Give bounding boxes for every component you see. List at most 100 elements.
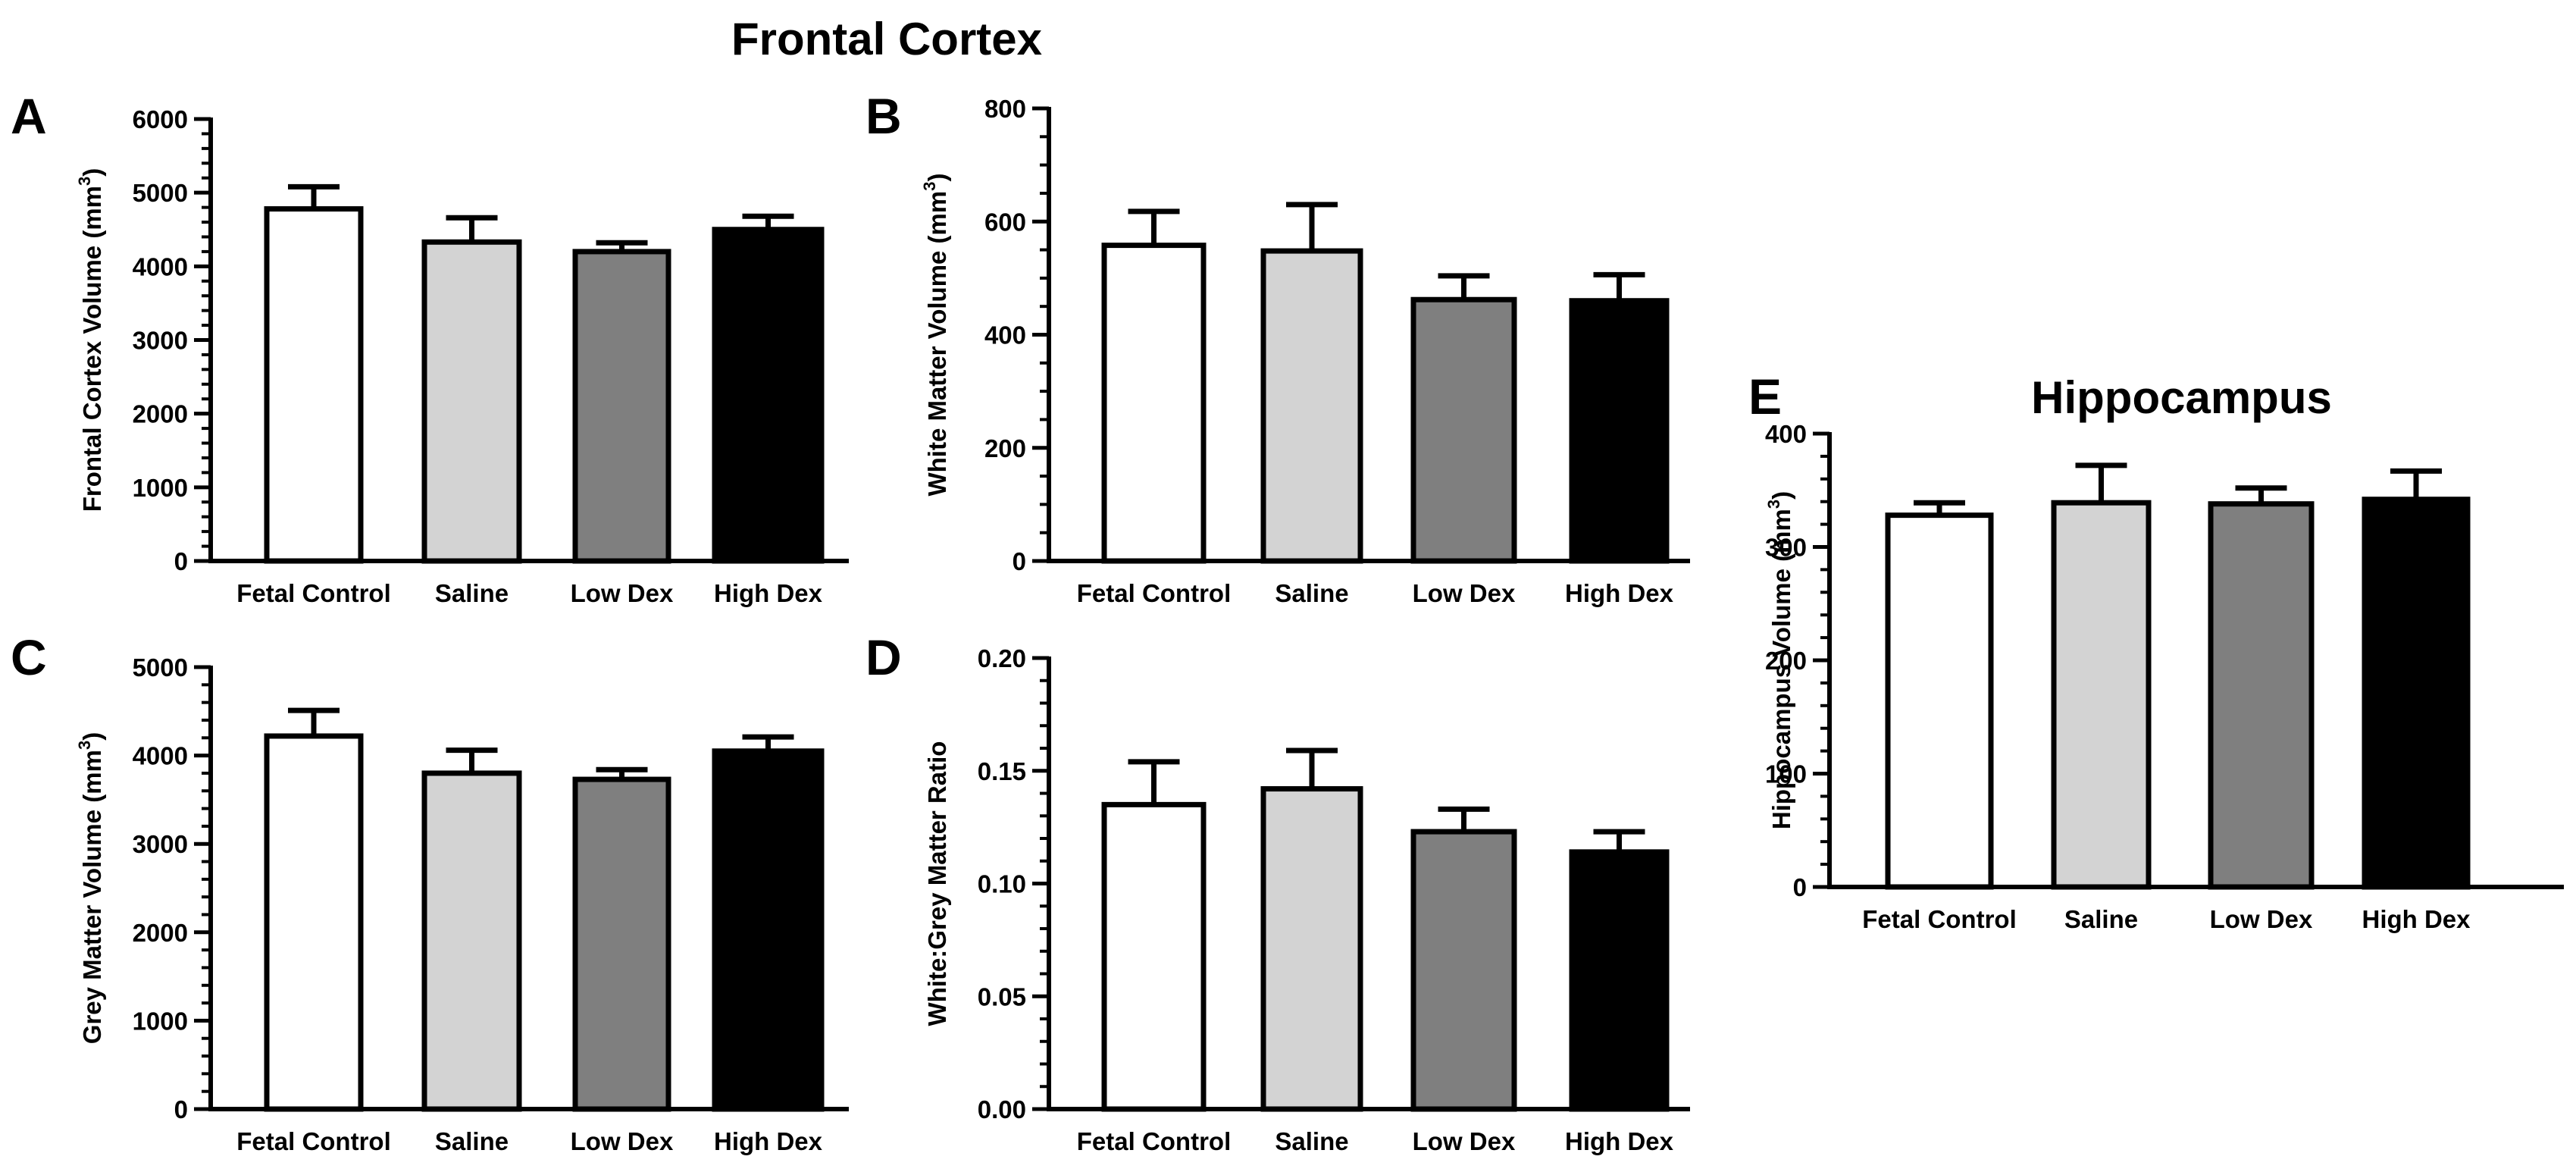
- bar-high_dex: [1569, 298, 1670, 564]
- bar-saline: [421, 770, 522, 1112]
- x-tick-label: Fetal Control: [1077, 1127, 1232, 1155]
- panel-letter-E: E: [1748, 368, 1782, 425]
- panel-C: C Fetal Control Saline Low Dex High Dex 0 1000…: [11, 629, 849, 1155]
- panel-letter-C: C: [11, 629, 47, 685]
- y-tick-label: 0.15: [978, 757, 1026, 785]
- y-axis-label: Frontal Cortex Volume (mm3): [75, 168, 106, 512]
- y-tick-label: 1000: [133, 1007, 188, 1035]
- bar-saline: [2051, 500, 2152, 890]
- x-tick-label: High Dex: [714, 579, 823, 607]
- bar-low_dex: [1410, 296, 1517, 564]
- bar-low_dex: [2208, 501, 2315, 890]
- bar-fetal_control: [264, 206, 364, 564]
- y-tick-label: 0.20: [978, 644, 1026, 672]
- x-tick-label: Fetal Control: [1077, 579, 1232, 607]
- bar-saline: [1260, 248, 1363, 564]
- x-tick-label: Saline: [435, 1127, 509, 1155]
- y-tick-label: 0.00: [978, 1095, 1026, 1123]
- x-tick-label: Saline: [1275, 579, 1348, 607]
- panel-D: D Fetal Control Saline Low Dex High Dex 0.00 0…: [865, 629, 1690, 1155]
- x-tick-label: Fetal Control: [236, 579, 391, 607]
- x-tick-label: Low Dex: [1413, 1127, 1516, 1155]
- y-tick-label: 200: [984, 434, 1026, 462]
- y-tick-label: 6000: [133, 105, 188, 133]
- bar-saline: [421, 239, 522, 564]
- y-tick-label: 3000: [133, 327, 188, 355]
- panel-B: B Fetal Control Saline Low Dex High Dex 0 200 4…: [865, 88, 1690, 607]
- y-axis-label-main: Hippocampus Volume (mm: [1767, 509, 1795, 829]
- x-tick-label: Low Dex: [571, 579, 674, 607]
- x-tick-label: Saline: [1275, 1127, 1348, 1155]
- y-axis-label-sup: 3: [1764, 500, 1783, 509]
- x-tick-label: Fetal Control: [236, 1127, 391, 1155]
- y-axis-label-end: ): [923, 173, 951, 181]
- y-tick-label: 0: [174, 1095, 188, 1123]
- y-tick-label: 300: [1765, 534, 1807, 562]
- y-tick-label: 100: [1765, 760, 1807, 788]
- y-axis-label-main: White:Grey Matter Ratio: [923, 741, 951, 1026]
- panel-letter-D: D: [865, 629, 902, 685]
- bar-saline: [1260, 786, 1363, 1112]
- y-tick-label: 0.10: [978, 870, 1026, 898]
- y-axis-label: White Matter Volume (mm3): [920, 173, 951, 496]
- y-axis-label: Grey Matter Volume (mm3): [75, 732, 106, 1044]
- y-tick-label: 4000: [133, 742, 188, 770]
- x-tick-label: High Dex: [2362, 905, 2471, 933]
- bar-fetal_control: [1101, 243, 1207, 564]
- bar-low_dex: [1410, 829, 1517, 1112]
- bar-high_dex: [1569, 849, 1670, 1112]
- y-tick-label: 2000: [133, 919, 188, 947]
- y-tick-label: 2000: [133, 400, 188, 428]
- y-tick-label: 200: [1765, 647, 1807, 675]
- x-tick-label: Low Dex: [571, 1127, 674, 1155]
- bar-fetal_control: [1885, 512, 1994, 890]
- y-tick-label: 0: [1013, 547, 1026, 575]
- y-axis-label-main: Grey Matter Volume (mm: [78, 750, 106, 1044]
- y-tick-label: 0: [1793, 873, 1807, 901]
- x-tick-label: Saline: [2064, 905, 2138, 933]
- y-axis-label-main: White Matter Volume (mm: [923, 191, 951, 497]
- y-tick-label: 1000: [133, 474, 188, 502]
- y-tick-label: 0: [174, 547, 188, 575]
- bar-fetal_control: [264, 733, 364, 1112]
- x-tick-label: Saline: [435, 579, 509, 607]
- panel-letter-A: A: [11, 88, 47, 144]
- figure-title: Frontal Cortex: [731, 14, 1042, 64]
- panel-letter-B: B: [865, 88, 902, 144]
- y-axis-label-sup: 3: [920, 181, 939, 190]
- bar-high_dex: [712, 748, 825, 1112]
- panel-title: Hippocampus: [2031, 372, 2332, 423]
- x-tick-label: High Dex: [714, 1127, 823, 1155]
- y-tick-label: 800: [984, 95, 1026, 123]
- y-axis-label-end: ): [1767, 491, 1795, 500]
- y-tick-label: 0.05: [978, 982, 1026, 1011]
- bar-low_dex: [572, 776, 671, 1112]
- panel-E: E Hippocampus Fetal Control Saline Low Dex Hi…: [1748, 368, 2564, 933]
- y-tick-label: 400: [984, 321, 1026, 349]
- y-axis-label-sup: 3: [75, 741, 94, 750]
- y-tick-label: 600: [984, 208, 1026, 236]
- y-axis-label-main: Frontal Cortex Volume (mm: [78, 186, 106, 512]
- y-axis-label-end: ): [78, 732, 106, 741]
- y-axis-label: White:Grey Matter Ratio: [923, 741, 951, 1026]
- bar-high_dex: [712, 227, 825, 564]
- y-tick-label: 3000: [133, 830, 188, 858]
- y-tick-label: 400: [1765, 420, 1807, 448]
- x-tick-label: High Dex: [1565, 1127, 1674, 1155]
- bar-low_dex: [572, 249, 671, 564]
- y-tick-label: 5000: [133, 653, 188, 682]
- y-tick-label: 5000: [133, 179, 188, 207]
- bar-fetal_control: [1101, 801, 1207, 1112]
- y-axis-label-sup: 3: [75, 177, 94, 186]
- x-tick-label: Fetal Control: [1862, 905, 2017, 933]
- x-tick-label: Low Dex: [1413, 579, 1516, 607]
- x-tick-label: Low Dex: [2210, 905, 2313, 933]
- panel-A: A Fetal Control Saline Low Dex High Dex 0 1000…: [11, 88, 849, 607]
- bar-high_dex: [2362, 497, 2471, 890]
- x-tick-label: High Dex: [1565, 579, 1674, 607]
- y-axis-label: Hippocampus Volume (mm3): [1764, 491, 1795, 829]
- y-axis-label-end: ): [78, 168, 106, 177]
- y-tick-label: 4000: [133, 252, 188, 280]
